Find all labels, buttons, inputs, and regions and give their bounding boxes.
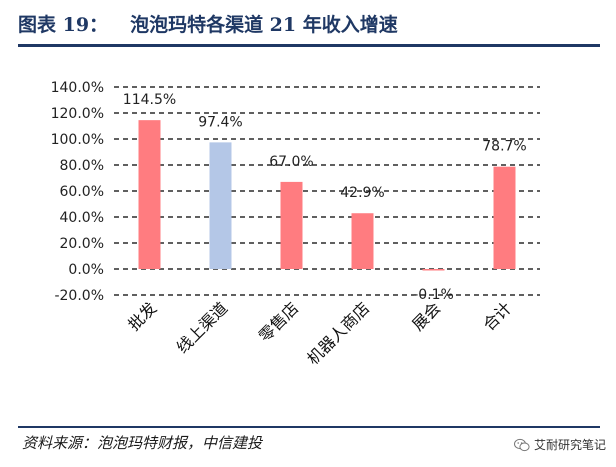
y-tick-label: 0.0%	[68, 262, 104, 278]
x-tick-label: 批发	[124, 298, 160, 334]
bar	[351, 213, 374, 269]
title-divider	[18, 44, 600, 47]
figure-number: 图表 19：	[18, 14, 109, 36]
watermark: 艾耐研究笔记	[513, 436, 606, 453]
x-tick-label: 展会	[408, 298, 444, 334]
footer-divider	[18, 426, 600, 428]
watermark-text: 艾耐研究笔记	[533, 438, 606, 452]
data-label: 78.7%	[482, 139, 526, 155]
data-label: 97.4%	[198, 114, 242, 130]
wechat-icon	[513, 438, 530, 451]
y-tick-label: 60.0%	[60, 184, 104, 200]
y-tick-label: 140.0%	[51, 80, 104, 96]
bar-chart: -20.0% 0.0% 20.0% 40.0% 60.0% 80.0% 100.0% 120.…	[51, 80, 540, 368]
data-label: -0.1%	[413, 287, 454, 303]
source-note: 资料来源：泡泡玛特财报，中信建投	[22, 434, 263, 452]
bar	[422, 269, 445, 271]
chart-title: 泡泡玛特各渠道 21 年收入增速	[130, 14, 398, 36]
x-tick-label: 线上渠道	[173, 298, 232, 357]
figure-title: 图表 19： 泡泡玛特各渠道 21 年收入增速	[18, 10, 598, 40]
bar	[280, 181, 303, 269]
y-tick-label: 100.0%	[51, 132, 104, 148]
y-tick-label: 40.0%	[60, 210, 104, 226]
y-tick-label: 20.0%	[60, 236, 104, 252]
y-tick-label: 120.0%	[51, 106, 104, 122]
bar	[138, 120, 161, 270]
data-label: 67.0%	[269, 154, 313, 170]
y-tick-label: 80.0%	[60, 158, 104, 174]
x-tick-label: 合计	[479, 298, 515, 334]
chart-area: -20.0% 0.0% 20.0% 40.0% 60.0% 80.0% 100.0% 120.…	[0, 50, 616, 425]
bar	[209, 142, 232, 269]
data-label: 114.5%	[123, 92, 176, 108]
data-label: 42.9%	[340, 185, 384, 201]
x-tick-label: 机器人商店	[303, 298, 373, 368]
x-tick-label: 零售店	[255, 298, 302, 345]
bar	[493, 166, 516, 269]
y-tick-label: -20.0%	[54, 288, 104, 304]
